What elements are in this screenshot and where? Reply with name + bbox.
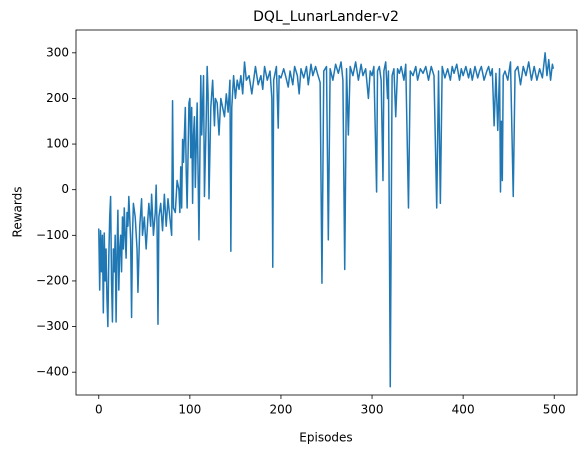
y-tick-label: −400: [36, 365, 69, 379]
x-tick-label: 100: [178, 403, 201, 417]
line-series: [98, 52, 555, 388]
y-tick-label: 100: [46, 137, 69, 151]
x-tick-label: 500: [543, 403, 566, 417]
x-tick-label: 200: [270, 403, 293, 417]
y-tick-label: 300: [46, 45, 69, 59]
x-tick-label: 300: [361, 403, 384, 417]
y-tick-label: −100: [36, 228, 69, 242]
x-axis-label: Episodes: [299, 431, 352, 445]
plot-frame: [75, 29, 578, 396]
y-tick-label: 200: [46, 91, 69, 105]
y-tick-label: −200: [36, 273, 69, 287]
y-tick-label: −300: [36, 319, 69, 333]
y-tick-label: 0: [61, 182, 69, 196]
y-axis-label: Rewards: [11, 187, 25, 238]
chart-title: DQL_LunarLander-v2: [253, 9, 399, 25]
x-tick-label: 0: [95, 403, 103, 417]
x-tick-label: 400: [452, 403, 475, 417]
